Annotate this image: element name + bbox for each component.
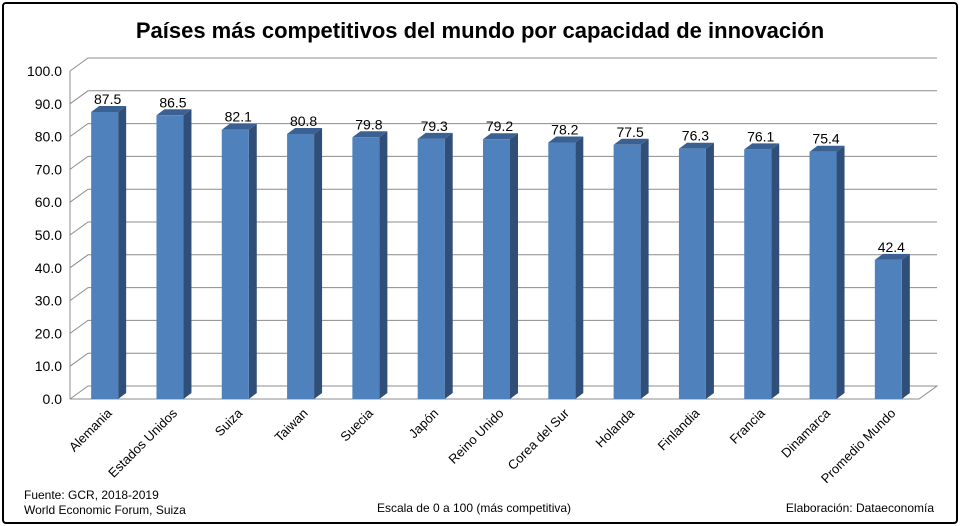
data-label: 87.5	[94, 91, 121, 107]
bar	[287, 133, 315, 399]
bar-side	[444, 132, 453, 399]
data-label: 82.1	[225, 109, 252, 125]
bar-side	[901, 253, 910, 399]
gridline	[69, 221, 937, 236]
bar-side	[575, 136, 584, 399]
gridline	[69, 57, 937, 72]
x-tick-label: Corea del Sur	[505, 405, 573, 473]
gridline	[69, 287, 937, 302]
x-tick-label: Dinamarca	[778, 405, 834, 461]
gridline	[69, 352, 937, 367]
bar-side	[248, 123, 257, 399]
bar-top	[417, 132, 453, 139]
y-tick-label: 30.0	[35, 293, 62, 309]
data-label: 75.4	[812, 131, 839, 147]
bar-side	[771, 143, 780, 399]
scale-note: Escala de 0 a 100 (más competitiva)	[376, 501, 572, 515]
x-tick-label: Suecia	[337, 405, 376, 444]
y-tick-label: 80.0	[35, 129, 62, 145]
source-note: Fuente: GCR, 2018-2019 World Economic Fo…	[24, 488, 186, 518]
bar-side	[640, 138, 649, 400]
x-tick-label: Holanda	[592, 405, 637, 450]
data-label: 80.8	[290, 113, 317, 129]
data-label: 79.8	[355, 116, 382, 132]
bar-side	[510, 133, 518, 399]
source-line-1: Fuente: GCR, 2018-2019	[24, 488, 159, 502]
bar-top	[548, 136, 584, 143]
bar-side	[118, 106, 127, 399]
bar-side	[314, 127, 323, 399]
bar-top	[809, 145, 845, 152]
gridline	[69, 90, 937, 105]
data-label: 78.2	[551, 122, 578, 138]
bar	[483, 139, 510, 399]
bar	[613, 144, 641, 399]
chart-title: Países más competitivos del mundo por ca…	[135, 18, 825, 43]
data-label: 77.5	[616, 124, 643, 140]
y-tick-label: 70.0	[35, 161, 62, 177]
bar	[156, 115, 184, 399]
bar-top	[221, 123, 257, 130]
bar	[744, 149, 772, 399]
data-label: 76.3	[682, 128, 709, 144]
bar	[417, 138, 445, 399]
bar-top	[874, 253, 910, 260]
bar	[809, 151, 837, 399]
bar-side	[379, 131, 388, 400]
bar	[352, 137, 380, 400]
gridline	[69, 319, 937, 334]
x-tick-label: Japón	[406, 406, 442, 442]
bar	[221, 129, 249, 399]
bar-chart: 0.0 10.0 20.0 30.0 40.0 50.0 60.0 70.0 80.0 90.0 1…	[27, 57, 939, 486]
gridline	[69, 254, 937, 269]
bar	[91, 112, 119, 399]
bar-side	[183, 109, 192, 399]
data-label: 42.4	[878, 239, 905, 255]
x-tick-label: Reino Unido	[445, 406, 506, 467]
source-line-2: World Economic Forum, Suiza	[24, 503, 186, 517]
bar-side	[705, 142, 714, 399]
bar	[678, 148, 706, 399]
credit-note: Elaboración: Dataeconomía	[785, 501, 934, 515]
x-tick-label: Alemania	[66, 405, 115, 454]
bar	[548, 142, 576, 399]
data-label: 79.3	[421, 118, 448, 134]
gridline	[69, 155, 937, 170]
gridline	[69, 123, 937, 138]
bar-top	[483, 133, 518, 140]
y-tick-label: 10.0	[35, 358, 62, 374]
data-label: 86.5	[159, 94, 186, 110]
bar-top	[613, 138, 649, 145]
gridline	[69, 188, 937, 203]
bar-top	[287, 127, 323, 134]
y-tick-label: 0.0	[43, 391, 63, 407]
bar-top	[91, 106, 127, 112]
data-label: 76.1	[747, 128, 774, 144]
data-label: 79.2	[486, 118, 513, 134]
bar-top	[156, 109, 192, 116]
x-tick-label: Francia	[727, 405, 769, 447]
x-tick-label: Finlandia	[655, 405, 703, 453]
y-tick-label: 40.0	[35, 260, 62, 276]
y-tick-label: 90.0	[35, 96, 62, 112]
x-tick-label: Suiza	[212, 405, 246, 439]
x-tick-label: Estados Unidos	[105, 405, 180, 480]
x-tick-label: Taiwan	[271, 406, 310, 445]
bar	[874, 259, 902, 399]
y-tick-label: 20.0	[35, 325, 62, 341]
y-tick-label: 100.0	[27, 63, 62, 79]
bar-top	[744, 143, 780, 150]
bar-side	[836, 145, 845, 399]
bar-top	[352, 131, 388, 138]
y-tick-label: 60.0	[35, 194, 62, 210]
y-tick-label: 50.0	[35, 227, 62, 243]
bar-top	[678, 142, 714, 149]
